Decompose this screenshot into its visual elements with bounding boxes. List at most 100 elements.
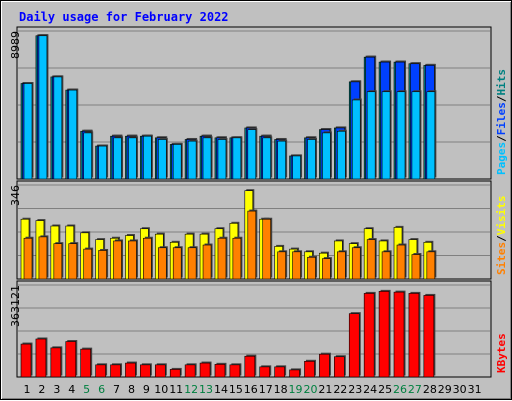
bar-kbytes-day-10 (154, 364, 166, 378)
bar-pages-day-15 (232, 137, 242, 180)
bar-kbytes-day-28 (423, 295, 435, 378)
bar-pages-day-27 (411, 91, 421, 180)
x-tick-label-day-7: 7 (113, 383, 120, 396)
x-tick-label-day-1: 1 (24, 383, 31, 396)
bar-kbytes-day-16 (244, 355, 256, 378)
bar-sites-day-7 (113, 240, 122, 280)
bar-pages-day-5 (83, 132, 92, 180)
bar-sites-day-16 (247, 210, 257, 280)
bar-kbytes-day-21 (319, 353, 330, 378)
bar-pages-day-13 (202, 137, 212, 180)
side-label-part: Hits (495, 69, 508, 96)
x-tick-label-day-6: 6 (98, 383, 105, 396)
bar-sites-day-4 (68, 243, 78, 280)
x-tick-label-day-21: 21 (318, 383, 332, 396)
bar-pages-day-12 (187, 140, 197, 180)
x-tick-label-day-19: 19 (289, 383, 303, 396)
bar-kbytes-day-8 (125, 362, 136, 378)
bar-pages-day-3 (53, 76, 63, 180)
bar-pages-day-19 (292, 155, 301, 180)
bar-kbytes-day-26 (393, 291, 405, 378)
bar-sites-day-27 (411, 254, 421, 280)
x-tick-label-day-26: 26 (393, 383, 407, 396)
bar-kbytes-day-14 (214, 364, 226, 378)
x-tick-label-day-22: 22 (333, 383, 347, 396)
bar-pages-day-26 (396, 91, 406, 180)
bar-sites-day-9 (143, 237, 152, 280)
y-max-label-hits-files-pages: 8989 (9, 31, 22, 59)
side-label-visits-sites: Sites/Visits (495, 196, 508, 276)
bar-kbytes-day-12 (184, 364, 196, 378)
bar-pages-day-14 (217, 139, 227, 180)
x-tick-label-day-4: 4 (68, 383, 75, 396)
bar-kbytes-day-13 (199, 362, 211, 378)
bar-kbytes-day-7 (110, 364, 121, 378)
bar-pages-day-6 (98, 145, 107, 180)
side-label-hits-files-pages: Pages/Files/Hits (495, 69, 508, 175)
x-tick-label-day-29: 29 (438, 383, 452, 396)
x-tick-label-day-14: 14 (214, 383, 228, 396)
side-label-part: / (495, 135, 508, 142)
bar-kbytes-day-22 (334, 356, 345, 378)
x-tick-label-day-11: 11 (169, 383, 183, 396)
bar-sites-day-6 (98, 250, 107, 280)
x-tick-label-day-17: 17 (259, 383, 273, 396)
bar-kbytes-day-17 (259, 366, 271, 378)
x-tick-label-day-27: 27 (408, 383, 422, 396)
bar-pages-day-4 (68, 89, 78, 180)
bar-pages-day-2 (38, 35, 48, 180)
x-tick-label-day-25: 25 (378, 383, 392, 396)
bar-pages-day-20 (307, 139, 316, 180)
bar-kbytes-day-9 (140, 364, 151, 378)
side-label-part: Files (495, 102, 508, 135)
side-label-part: Visits (495, 196, 508, 236)
bar-sites-day-23 (351, 247, 361, 280)
bar-kbytes-day-24 (363, 293, 375, 378)
bar-pages-day-28 (426, 91, 436, 180)
x-tick-label-day-28: 28 (423, 383, 437, 396)
y-max-label-visits-sites: 346 (9, 185, 22, 206)
bar-kbytes-day-18 (274, 366, 285, 378)
bar-sites-day-8 (128, 240, 137, 280)
bar-sites-day-1 (23, 237, 33, 280)
bar-kbytes-day-27 (408, 293, 420, 378)
side-label-part: / (495, 235, 508, 242)
bar-sites-day-14 (217, 237, 227, 280)
bar-pages-day-24 (366, 91, 376, 180)
x-tick-label-day-13: 13 (199, 383, 213, 396)
x-tick-label-day-9: 9 (143, 383, 150, 396)
side-label-part: / (495, 95, 508, 102)
chart-title: Daily usage for February 2022 (19, 10, 229, 24)
bar-pages-day-18 (277, 140, 286, 180)
x-tick-label-day-3: 3 (53, 383, 60, 396)
x-tick-label-day-5: 5 (83, 383, 90, 396)
x-tick-label-day-2: 2 (38, 383, 45, 396)
bar-kbytes-day-19 (289, 369, 300, 378)
bar-pages-day-8 (128, 137, 137, 180)
bar-sites-day-3 (53, 243, 63, 280)
bar-pages-day-11 (172, 144, 182, 180)
bar-pages-day-22 (337, 130, 346, 180)
bar-kbytes-day-5 (80, 348, 91, 378)
bar-pages-day-25 (381, 91, 391, 180)
bar-kbytes-day-2 (35, 338, 47, 378)
bar-pages-day-17 (262, 137, 272, 180)
bar-sites-day-13 (202, 244, 212, 280)
x-tick-label-day-16: 16 (244, 383, 258, 396)
x-tick-label-day-12: 12 (184, 383, 198, 396)
x-tick-label-day-10: 10 (154, 383, 168, 396)
bar-pages-day-23 (351, 99, 361, 180)
bar-sites-day-19 (292, 251, 301, 280)
bar-kbytes-day-4 (65, 341, 77, 378)
bar-pages-day-16 (247, 129, 257, 180)
x-tick-label-day-24: 24 (363, 383, 377, 396)
side-label-part: Pages (495, 142, 508, 175)
x-tick-label-day-31: 31 (468, 383, 482, 396)
bar-kbytes-day-11 (169, 369, 181, 378)
bar-kbytes-day-20 (304, 360, 315, 378)
bar-pages-day-9 (143, 135, 152, 180)
side-label-kbytes: KBytes (495, 333, 508, 373)
bar-sites-day-15 (232, 237, 242, 280)
bar-kbytes-day-6 (95, 364, 106, 378)
